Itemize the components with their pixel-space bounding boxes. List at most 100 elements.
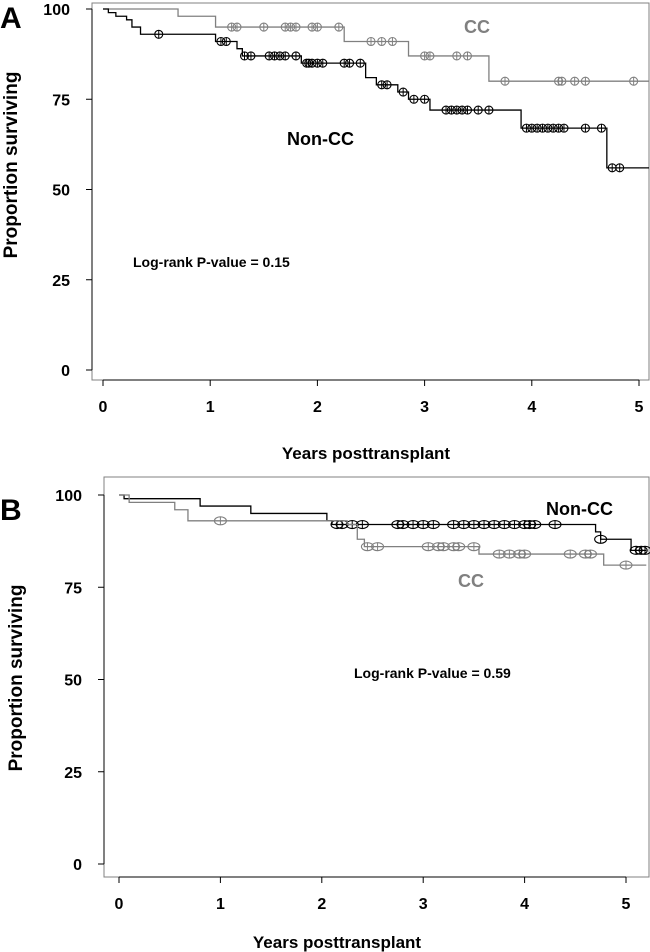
panel-a-curve-non-cc [103,8,649,169]
panel-a-censor-mark-cc [420,51,430,61]
panel-a-censor-mark-cc [366,36,376,47]
panel-b-censor-mark-cc [452,542,466,552]
panel-b-y-tick-label: 50 [64,673,82,690]
panel-a-censor-mark-non-cc [457,105,467,115]
panel-b-censor-mark-cc [518,549,532,559]
panel-b-censor-mark-cc [619,560,633,570]
panel-b-label-cc: CC [458,571,484,591]
panel-a-censor-mark-non-cc [452,105,462,115]
panel-a-censor-mark-non-cc [548,123,558,133]
panel-a-censor-mark-cc [570,76,580,86]
panel-a-censor-mark-non-cc [398,87,408,97]
panel-b-censor-mark-non-cc [467,519,481,530]
panel-b-censor-mark-cc [467,542,481,552]
panel-a-censor-mark-cc [286,22,296,32]
panel-a-censor-mark-non-cc [537,123,548,133]
panel-a-censor-mark-non-cc [280,51,290,61]
panel-a-censor-mark-non-cc [264,51,274,61]
panel-a: A Proportion surviving Years posttranspl… [0,2,650,463]
panel-a-y-tick-label: 50 [52,183,70,200]
panel-b-x-tick-label: 1 [216,896,225,913]
panel-a-censor-mark-non-cc [355,58,365,68]
panel-a-censor-mark-non-cc [275,51,285,61]
panel-b-censor-mark-non-cc [497,519,511,530]
panel-a-censor-mark-cc [307,22,317,32]
panel-a-censor-mark-non-cc [312,58,322,68]
panel-a-y-tick-label: 0 [61,363,70,380]
panel-a-censor-mark-cc [227,22,237,32]
panel-a-censor-mark-cc [500,76,510,86]
panel-b-curve-cc [119,494,647,566]
panel-a-censor-mark-non-cc [484,105,494,115]
panel-a-plot-frame [91,2,650,381]
panel-b-censor-mark-cc [492,549,506,559]
panel-a-y-axis-label: Proportion surviving [1,72,22,259]
panel-b-censor-mark-non-cc [594,534,608,544]
panel-a-censor-mark-non-cc [462,105,473,115]
panel-b-censor-mark-non-cc [447,519,461,530]
panel-a-y-tick-label: 75 [52,92,70,109]
panel-a-censor-mark-cc [377,36,387,47]
panel-b-logrank-annotation: Log-rank P-value = 0.59 [354,665,511,681]
panel-b-censor-mark-non-cc [548,519,562,530]
panel-a-x-tick-label: 4 [527,399,536,416]
panel-a-x-tick-label: 0 [99,399,108,416]
panel-b-censor-mark-cc [360,542,374,552]
panel-a-censor-mark-cc [580,76,590,86]
panel-b-censor-mark-non-cc [426,519,440,530]
panel-b-letter: B [0,494,22,527]
panel-b-y-axis-label: Proportion surviving [6,585,27,772]
panel-a-censor-mark-non-cc [527,123,537,133]
panel-a-label-cc: CC [464,17,490,37]
panel-b-y-tick-label: 100 [55,488,82,505]
panel-a-censor-mark-cc [557,76,567,86]
panel-b-censor-mark-non-cc [406,519,420,530]
panel-b-y-tick-label: 75 [64,580,82,597]
panel-a-censor-mark-non-cc [543,123,553,133]
panel-b-censor-mark-non-cc [457,519,471,530]
panel-a-curve-cc [103,8,649,82]
panel-b-censor-mark-cc [371,542,385,552]
panel-a-censor-mark-cc [312,22,322,32]
panel-a-censor-mark-non-cc [559,123,569,133]
panel-a-x-tick-label: 2 [313,399,322,416]
panel-b-censor-mark-non-cc [638,545,650,555]
panel-a-censor-mark-cc [334,22,344,32]
panel-a-censor-mark-non-cc [409,94,419,104]
panel-b-x-tick-label: 3 [419,896,428,913]
panel-a-censor-mark-non-cc [269,51,280,61]
panel-b-y-tick-label: 0 [73,857,82,874]
panel-b: B Proportion surviving Years posttranspl… [0,476,650,952]
panel-a-censor-mark-cc [280,22,290,32]
panel-b-label-non-cc: Non-CC [546,499,613,519]
panel-a-censor-mark-non-cc [532,123,542,133]
panel-a-censor-mark-cc [462,51,473,61]
panel-a-censor-mark-non-cc [221,36,231,47]
panel-a-censor-mark-non-cc [615,163,625,173]
panel-b-x-tick-label: 2 [317,896,326,913]
panel-a-censor-mark-cc [291,22,301,32]
panel-b-censor-mark-cc [436,542,451,552]
panel-a-censor-mark-non-cc [318,58,328,68]
panel-a-censor-mark-non-cc [339,58,349,68]
panel-a-censor-mark-non-cc [382,80,392,90]
panel-a-plot: 0 25 50 75 100 0 1 2 3 4 5 [43,2,649,416]
panel-a-censor-mark-non-cc [216,36,226,47]
panel-a-x-tick-label: 5 [635,399,644,416]
panel-a-censor-mark-cc [425,51,435,61]
panel-a-censor-mark-non-cc [239,51,250,61]
panel-a-y-tick-label: 100 [43,2,70,19]
panel-a-label-non-cc: Non-CC [287,129,354,149]
panel-b-censor-mark-non-cc [507,519,522,530]
panel-b-censor-mark-non-cc [487,519,501,530]
panel-b-censor-mark-non-cc [396,519,410,530]
panel-b-censor-mark-cc [502,549,516,559]
panel-b-x-axis-label: Years posttransplant [253,933,422,952]
panel-a-censor-mark-non-cc [377,80,387,90]
panel-b-x-tick-label: 5 [622,896,631,913]
panel-a-censor-mark-non-cc [154,29,164,39]
panel-a-x-axis-label: Years posttransplant [282,444,451,463]
panel-a-letter: A [0,2,22,35]
panel-a-censor-mark-non-cc [291,51,301,61]
